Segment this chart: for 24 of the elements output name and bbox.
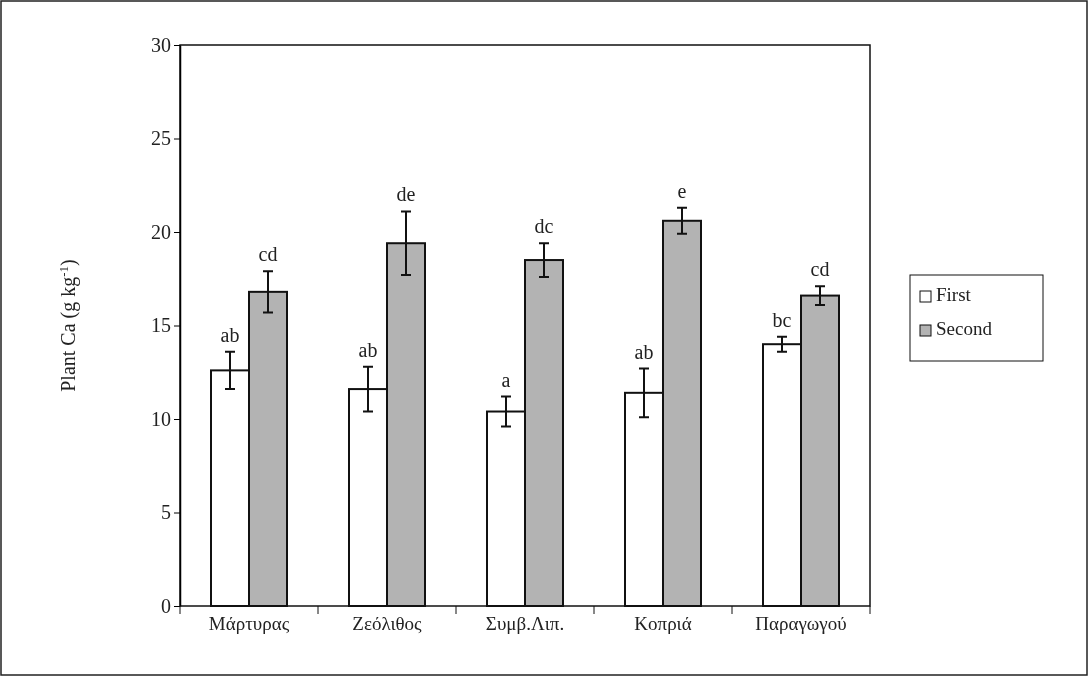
data-label: e bbox=[677, 179, 687, 202]
data-label: bc bbox=[772, 308, 792, 331]
data-label: ab bbox=[634, 340, 654, 363]
data-label: a bbox=[501, 368, 511, 391]
x-tick-label: Ζεόλιθος bbox=[352, 612, 423, 634]
legend-label: First bbox=[936, 284, 972, 305]
x-tick-label: Μάρτυρας bbox=[208, 612, 290, 634]
data-label: dc bbox=[534, 215, 554, 238]
data-label: cd bbox=[810, 258, 830, 281]
data-label: cd bbox=[258, 243, 278, 266]
x-tick-label: Παραγωγού bbox=[755, 612, 847, 634]
legend-label: Second bbox=[936, 318, 993, 339]
x-tick-label: Συμβ.Λιπ. bbox=[485, 612, 565, 634]
y-tick-label: 0 bbox=[161, 594, 171, 617]
data-label: ab bbox=[220, 323, 240, 346]
y-tick-label: 20 bbox=[151, 220, 171, 243]
y-tick-label: 25 bbox=[151, 127, 171, 150]
data-label: ab bbox=[358, 338, 378, 361]
y-tick-label: 15 bbox=[151, 314, 171, 337]
y-tick-label: 10 bbox=[151, 407, 171, 430]
y-tick-label: 5 bbox=[161, 501, 171, 524]
x-tick-label: Κοπριά bbox=[634, 612, 692, 634]
y-tick-label: 30 bbox=[151, 33, 171, 56]
data-label: de bbox=[396, 183, 416, 206]
